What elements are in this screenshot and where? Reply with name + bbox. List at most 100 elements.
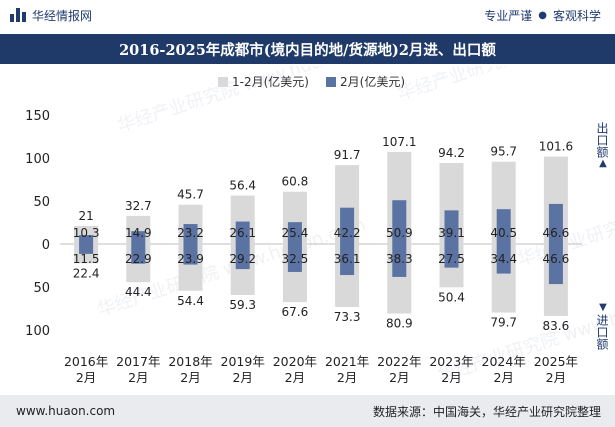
import-label-text: 进口额 (595, 314, 609, 350)
brand-logo-icon (10, 8, 26, 22)
label-cumulative-export: 95.7 (490, 145, 517, 159)
label-month-import: 22.9 (125, 252, 152, 266)
label-cumulative-export: 32.7 (125, 199, 152, 213)
x-tick-label-line: 2月 (232, 370, 252, 385)
bar-month-import (131, 244, 146, 264)
x-tick-label-line: 2016年 (64, 354, 108, 369)
brand-name: 华经情报网 (32, 8, 93, 23)
label-month-import: 29.2 (229, 252, 256, 266)
bar-month-import (444, 244, 459, 268)
bar-month-export (340, 207, 355, 244)
label-cumulative-export: 101.6 (539, 140, 573, 154)
legend-label-month: 2月(亿美元) (340, 74, 405, 89)
label-cumulative-export: 21 (78, 209, 93, 223)
import-axis-label: ▼ 进口额 (595, 302, 611, 350)
x-tick-label: 2020年 2月 (273, 354, 317, 385)
label-cumulative-export: 45.7 (177, 188, 204, 202)
bar-month-import (548, 244, 563, 285)
label-month-import: 38.3 (386, 252, 413, 266)
x-tick-label: 2024年 2月 (482, 354, 526, 385)
label-month-export: 40.5 (490, 226, 517, 240)
bar-month-export (79, 235, 94, 244)
header-tags: 专业严谨 ● 客观科学 (484, 7, 601, 24)
x-tick-label-line: 2月 (128, 370, 148, 385)
y-tick-label: 100 (25, 324, 50, 339)
label-month-import: 36.1 (334, 252, 361, 266)
bar-month-import (340, 244, 355, 276)
bar-month-import (183, 244, 198, 265)
bar-month-import (287, 244, 302, 272)
bar-month-export (392, 200, 407, 244)
x-tick-label: 2018年 2月 (168, 354, 212, 385)
chart-title-bar: 2016-2025年成都市(境内目的地/货源地)2月进、出口额 (0, 34, 615, 64)
y-tick-label: 50 (33, 195, 50, 210)
y-tick-label: 0 (42, 238, 50, 253)
up-arrow-icon: ▲ (599, 158, 607, 169)
x-tick-label-line: 2月 (546, 370, 566, 385)
y-tick-label: 50 (33, 281, 50, 296)
bar-month-export (287, 222, 302, 244)
legend: 1-2月(亿美元) 2月(亿美元) (218, 74, 405, 89)
footer: www.huaon.com 数据来源：中国海关，华经产业研究院整理 (0, 395, 615, 427)
label-cumulative-export: 91.7 (334, 148, 361, 162)
label-cumulative-import: 50.4 (438, 290, 465, 304)
label-month-export: 14.9 (125, 226, 152, 240)
bar-month-import (79, 244, 94, 254)
data-labels: 21 22.4 10.3 11.5 32.7 44.4 14.9 22.9 45.7 54.4 23… (73, 135, 573, 333)
label-cumulative-export: 56.4 (229, 178, 256, 192)
x-tick-label-line: 2月 (441, 370, 461, 385)
label-month-export: 46.6 (543, 226, 570, 240)
bar-month-export (444, 210, 459, 244)
down-arrow-icon: ▼ (599, 302, 607, 313)
x-tick-label-line: 2月 (285, 370, 305, 385)
tag-objective: 客观科学 (552, 8, 601, 23)
label-month-import: 32.5 (282, 252, 309, 266)
data-source: 数据来源：中国海关，华经产业研究院整理 (372, 404, 601, 419)
y-tick-label: 150 (25, 109, 50, 124)
x-tick-label-line: 2月 (337, 370, 357, 385)
x-tick-label: 2025年 2月 (534, 354, 578, 385)
label-cumulative-import: 59.3 (229, 298, 256, 312)
tag-professional: 专业严谨 (484, 8, 533, 23)
x-tick-label-line: 2020年 (273, 354, 317, 369)
label-month-export: 42.2 (334, 226, 361, 240)
label-month-import: 27.5 (438, 252, 465, 266)
label-month-export: 50.9 (386, 226, 413, 240)
label-month-export: 25.4 (282, 226, 309, 240)
website-link[interactable]: www.huaon.com (16, 404, 116, 418)
brand[interactable]: 华经情报网 (10, 7, 92, 24)
x-tick-label-line: 2023年 (429, 354, 473, 369)
x-tick-label-line: 2017年 (116, 354, 160, 369)
label-month-import: 34.4 (490, 252, 517, 266)
x-tick-label: 2023年 2月 (429, 354, 473, 385)
x-tick-label-line: 2月 (389, 370, 409, 385)
bar-month-import (496, 244, 511, 274)
top-bar: 华经情报网 专业严谨 ● 客观科学 (0, 0, 615, 30)
legend-label-cumulative: 1-2月(亿美元) (232, 74, 309, 89)
bars (74, 151, 568, 316)
label-month-export: 23.2 (177, 226, 204, 240)
label-month-export: 39.1 (438, 226, 465, 240)
x-tick-label-line: 2月 (493, 370, 513, 385)
label-month-export: 10.3 (73, 226, 100, 240)
x-tick-label-line: 2018年 (168, 354, 212, 369)
label-month-export: 26.1 (229, 226, 256, 240)
x-tick-label-line: 2019年 (221, 354, 265, 369)
bar-month-import (392, 244, 407, 277)
y-tick-label: 100 (25, 152, 50, 167)
x-tick-label: 2019年 2月 (221, 354, 265, 385)
x-tick-label: 2021年 2月 (325, 354, 369, 385)
bar-month-export (183, 224, 198, 244)
bar-month-export (235, 221, 250, 244)
x-tick-label-line: 2021年 (325, 354, 369, 369)
label-cumulative-import: 22.4 (73, 266, 100, 280)
export-axis-label: 出口额 ▲ (595, 122, 611, 170)
x-tick-label-line: 2022年 (377, 354, 421, 369)
chart-title: 2016-2025年成都市(境内目的地/货源地)2月进、出口额 (119, 41, 496, 59)
label-cumulative-import: 83.6 (543, 319, 570, 333)
label-month-import: 23.9 (177, 252, 204, 266)
x-tick-label-line: 2月 (76, 370, 96, 385)
label-cumulative-export: 94.2 (438, 146, 465, 160)
label-cumulative-import: 73.3 (334, 310, 361, 324)
